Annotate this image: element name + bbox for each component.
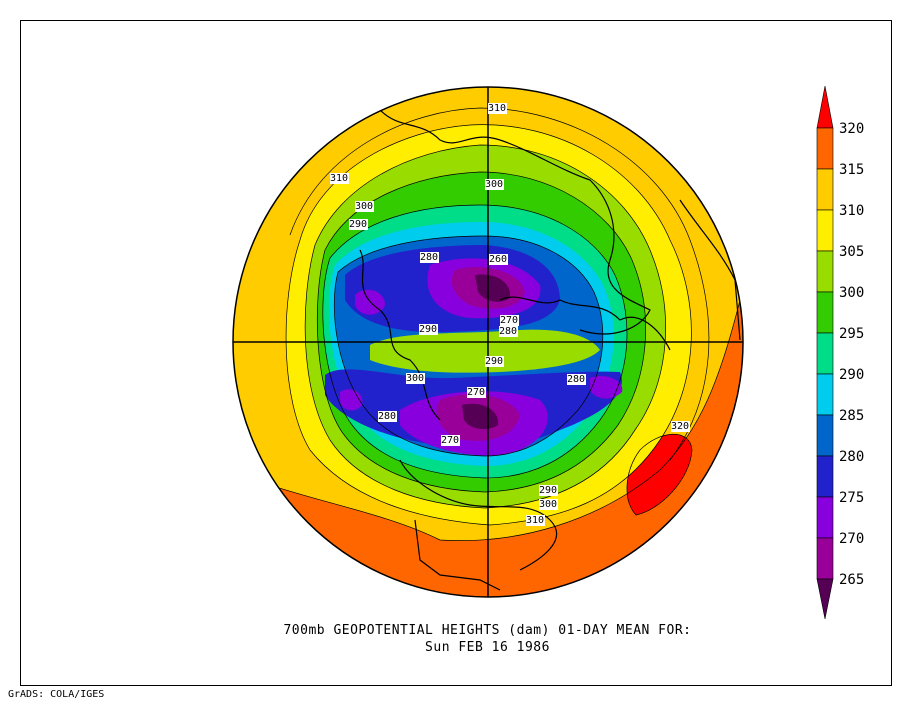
- field-low-sw-270: [340, 389, 363, 411]
- contour-label-bg: [567, 374, 586, 385]
- field-low-lower-core: [462, 403, 499, 430]
- contour-label: 290: [419, 324, 437, 335]
- colorbar-segment: [816, 496, 834, 539]
- contour-label-bg: [420, 252, 439, 263]
- contour-lines: [233, 107, 741, 541]
- contour-label-bg: [355, 201, 374, 212]
- contour-label: 310: [488, 103, 506, 114]
- contour-label: 270: [467, 387, 485, 398]
- contour-label: 280: [420, 252, 438, 263]
- contour-label-bg: [330, 173, 349, 184]
- colorbar-tick-label: 295: [839, 326, 864, 342]
- contour-label: 270: [500, 315, 518, 326]
- contour-label-bg: [539, 499, 558, 510]
- colorbar-segment: [816, 250, 834, 293]
- contour-label: 300: [406, 373, 424, 384]
- contour-label-bg: [467, 387, 486, 398]
- contour-label-bg: [485, 356, 504, 367]
- colorbar-cap-bottom: [816, 578, 834, 620]
- colorbar-tick-label: 300: [839, 285, 864, 301]
- contour-label-bg: [485, 179, 504, 190]
- contour-label-bg: [671, 421, 690, 432]
- colorbar-tick-label: 280: [839, 449, 864, 465]
- contour-label-bg: [499, 326, 518, 337]
- coastlines: [359, 109, 741, 591]
- contour-label: 270: [441, 435, 459, 446]
- contour-label: 320: [671, 421, 689, 432]
- contour-label-bg: [526, 515, 545, 526]
- contour-label-bg: [500, 315, 519, 326]
- contour-label: 310: [526, 515, 544, 526]
- colorbar-segment: [816, 209, 834, 252]
- contour-label: 280: [499, 326, 517, 337]
- colorbar-segment: [816, 455, 834, 498]
- contour-label: 300: [539, 499, 557, 510]
- contour-label-bg: [378, 411, 397, 422]
- contour-label-bg: [539, 485, 558, 496]
- contour-label: 280: [567, 374, 585, 385]
- contour-label: 300: [485, 179, 503, 190]
- colorbar-segment: [816, 373, 834, 416]
- plot-frame: [20, 20, 892, 686]
- contour-label: 280: [378, 411, 396, 422]
- contour-label-bg: [488, 103, 507, 114]
- contour-label: 290: [485, 356, 503, 367]
- contour-label: 290: [539, 485, 557, 496]
- colorbar-tick-label: 265: [839, 572, 864, 588]
- colorbar-cap-top: [816, 85, 834, 129]
- contour-label-bg: [419, 324, 438, 335]
- field-low-upper-core: [475, 274, 511, 302]
- field-ridge: [370, 329, 600, 373]
- colorbar-segment: [816, 332, 834, 375]
- contour-label: 290: [349, 219, 367, 230]
- contour-label-bg: [441, 435, 460, 446]
- colorbar-tick-label: 315: [839, 162, 864, 178]
- contour-label-bg: [489, 254, 508, 265]
- height-field: [233, 87, 743, 597]
- contour-label-bg: [349, 219, 368, 230]
- contour-label: 310: [330, 173, 348, 184]
- colorbar-tick-label: 320: [839, 121, 864, 137]
- colorbar-segment: [816, 168, 834, 211]
- colorbar-tick-label: 285: [839, 408, 864, 424]
- chart-subtitle: Sun FEB 16 1986: [425, 640, 550, 655]
- colorbar-segment: [816, 291, 834, 334]
- colorbar-segment: [816, 537, 834, 580]
- contour-label: 300: [355, 201, 373, 212]
- colorbar-tick-label: 275: [839, 490, 864, 506]
- contour-label-bg: [406, 373, 425, 384]
- colorbar-tick-label: 270: [839, 531, 864, 547]
- colorbar-segment: [816, 414, 834, 457]
- colorbar-tick-label: 310: [839, 203, 864, 219]
- contour-label: 260: [489, 254, 507, 265]
- field-low-east-270: [590, 375, 623, 399]
- colorbar-segment: [816, 127, 834, 170]
- colorbar-tick-label: 305: [839, 244, 864, 260]
- grads-credit: GrADS: COLA/IGES: [8, 689, 105, 700]
- colorbar-tick-label: 290: [839, 367, 864, 383]
- colorbar: 320 315 310 305 300 295 290 285 280 275 270 265: [816, 85, 864, 620]
- chart-title: 700mb GEOPOTENTIAL HEIGHTS (dam) 01-DAY …: [283, 623, 692, 638]
